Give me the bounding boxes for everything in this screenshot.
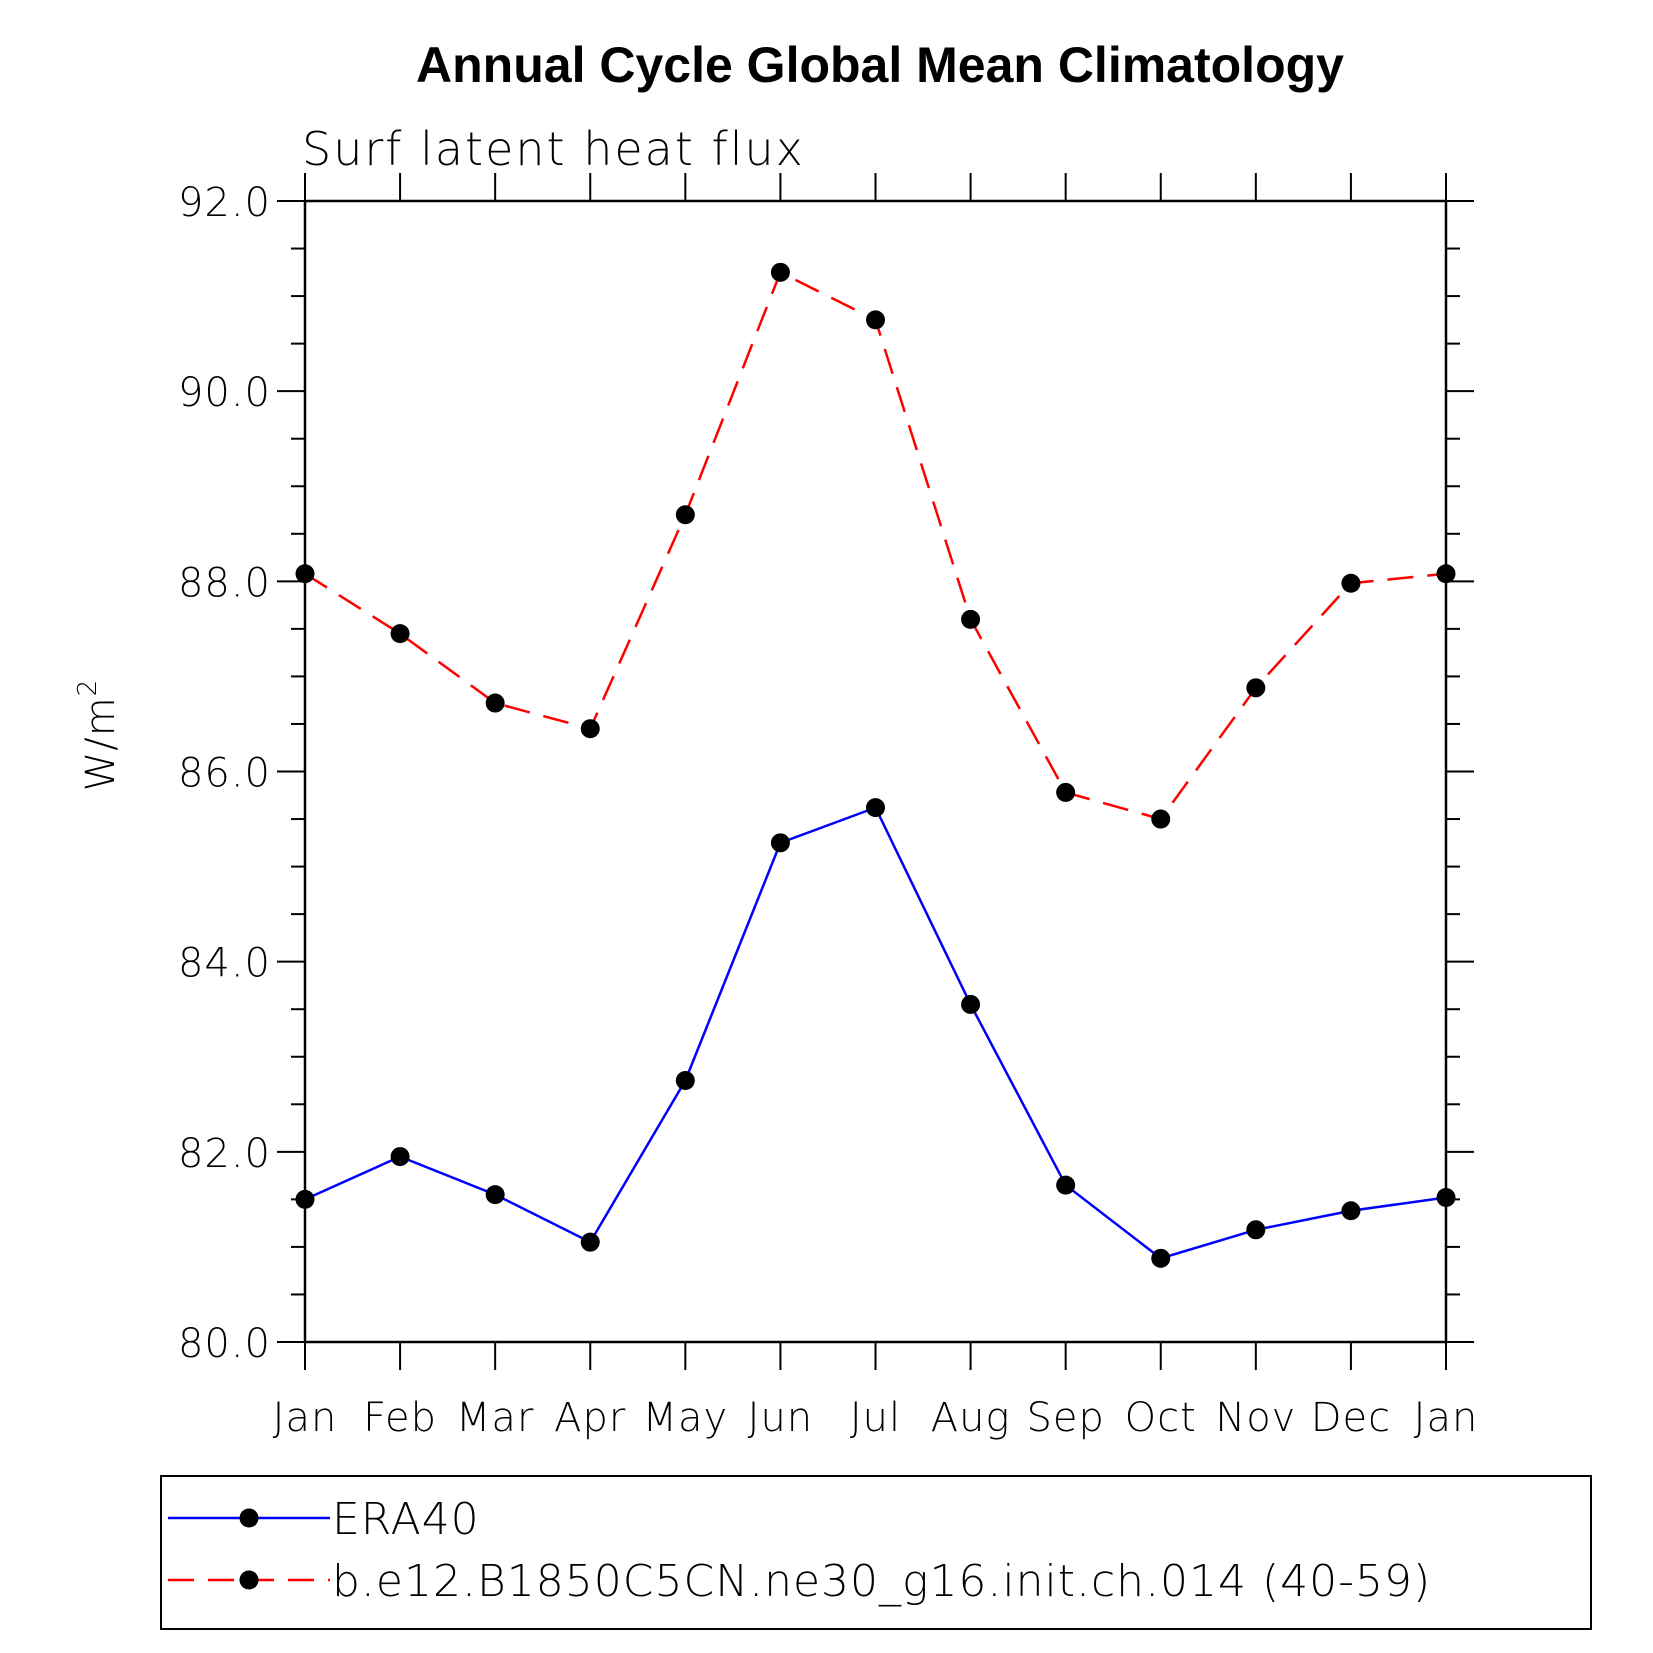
chart-title: Annual Cycle Global Mean Climatology bbox=[416, 37, 1344, 93]
data-point bbox=[1056, 782, 1076, 802]
chart-subtitle: Surf latent heat flux bbox=[302, 122, 805, 176]
svg-text:W/m2: W/m2 bbox=[73, 679, 124, 792]
data-point bbox=[485, 693, 505, 713]
data-point bbox=[580, 1232, 600, 1252]
legend-marker-0 bbox=[239, 1508, 259, 1528]
data-point bbox=[1341, 1201, 1361, 1221]
x-tick-label: Aug bbox=[931, 1395, 1011, 1441]
x-tick-label: Feb bbox=[363, 1395, 437, 1441]
y-tick-label: 92.0 bbox=[178, 180, 271, 226]
x-tick-label: Nov bbox=[1215, 1395, 1296, 1441]
y-tick-label: 90.0 bbox=[178, 370, 271, 416]
data-point bbox=[1436, 1187, 1456, 1207]
legend-label-1: b.e12.B1850C5CN.ne30_g16.init.ch.014 (40… bbox=[332, 1556, 1431, 1607]
data-point bbox=[675, 1071, 695, 1091]
y-tick-label: 88.0 bbox=[178, 560, 271, 606]
data-point bbox=[295, 1189, 315, 1209]
plot-border bbox=[303, 199, 1448, 1344]
data-point bbox=[1246, 1220, 1266, 1240]
data-point bbox=[866, 310, 885, 330]
data-point bbox=[390, 624, 410, 644]
data-point bbox=[485, 1185, 505, 1205]
data-point bbox=[961, 994, 981, 1014]
legend-label-0: ERA40 bbox=[332, 1494, 480, 1545]
x-axis: Jan Feb Mar Apr May Jun Jul Aug Sep Oct Nov Dec Jan bbox=[273, 173, 1479, 1441]
y-tick-label: 80.0 bbox=[178, 1321, 271, 1367]
x-tick-label: Mar bbox=[456, 1395, 534, 1441]
x-tick-label: Jun bbox=[748, 1395, 814, 1441]
data-point bbox=[1056, 1175, 1076, 1195]
data-point bbox=[295, 564, 315, 584]
data-point bbox=[1246, 678, 1266, 698]
x-tick-label: Apr bbox=[554, 1395, 626, 1441]
x-tick-label: Sep bbox=[1026, 1395, 1104, 1441]
data-point bbox=[770, 262, 790, 282]
data-point bbox=[1341, 573, 1361, 593]
x-tick-label: Jul bbox=[850, 1395, 901, 1441]
x-tick-label: Dec bbox=[1311, 1395, 1391, 1441]
y-axis-label-superscript: 2 bbox=[73, 679, 103, 697]
legend-marker-1 bbox=[239, 1570, 259, 1590]
y-tick-label: 86.0 bbox=[178, 751, 271, 797]
series-line-0 bbox=[304, 806, 1447, 1260]
x-tick-label: Jan bbox=[1414, 1395, 1479, 1441]
legend: ERA40 b.e12.B1850C5CN.ne30_g16.init.ch.01… bbox=[160, 1475, 1592, 1630]
y-axis-label: W/m2 bbox=[73, 679, 124, 792]
x-tick-label: May bbox=[642, 1395, 728, 1441]
series-line-1 bbox=[304, 270, 1447, 821]
data-point bbox=[580, 719, 600, 739]
data-point bbox=[1151, 809, 1171, 829]
series-layer bbox=[295, 262, 1456, 1268]
data-point bbox=[390, 1147, 410, 1167]
y-tick-label: 82.0 bbox=[178, 1131, 271, 1177]
data-point bbox=[675, 505, 695, 525]
x-tick-label: Jan bbox=[273, 1395, 338, 1441]
legend-box bbox=[160, 1475, 1592, 1630]
x-tick-label: Oct bbox=[1125, 1395, 1197, 1441]
data-point bbox=[770, 833, 790, 853]
data-point bbox=[1436, 564, 1456, 584]
plot-area bbox=[303, 199, 1448, 1344]
y-axis: 80.0 82.0 84.0 86.0 88.0 90.0 92.0 bbox=[178, 180, 1474, 1367]
y-tick-label: 84.0 bbox=[178, 941, 271, 987]
data-point bbox=[866, 798, 885, 818]
data-point bbox=[961, 609, 981, 629]
y-axis-label-text: W/m bbox=[78, 696, 124, 791]
data-point bbox=[1151, 1248, 1171, 1268]
